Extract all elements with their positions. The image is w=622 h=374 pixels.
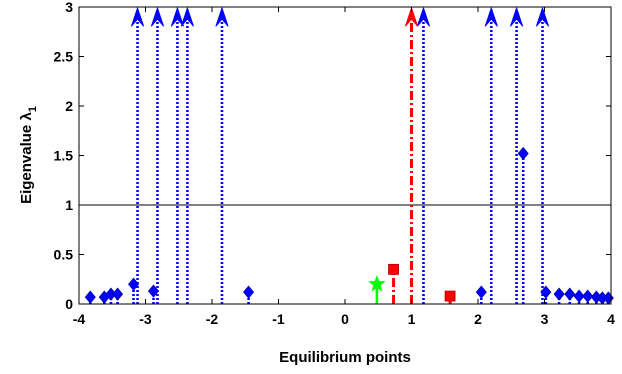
series-2-point-0 bbox=[368, 275, 386, 292]
y-axis-label: Eigenvalue λ1 bbox=[18, 106, 39, 204]
series-0-arrow-15 bbox=[510, 7, 524, 27]
series-1-point-0 bbox=[388, 263, 399, 275]
series-0-point-11 bbox=[243, 285, 255, 299]
x-tick-label-5: 1 bbox=[408, 311, 416, 327]
y-tick-label-4: 2 bbox=[65, 98, 73, 114]
y-tick-label-2: 1 bbox=[65, 197, 73, 213]
y-tick-label-3: 1.5 bbox=[54, 148, 74, 164]
x-tick-label-4: 0 bbox=[341, 311, 349, 327]
series-0-arrow-14 bbox=[484, 7, 498, 27]
series-0-arrow-12 bbox=[416, 7, 430, 27]
series-0-point-0 bbox=[84, 290, 96, 304]
series-0-point-20 bbox=[564, 287, 576, 301]
y-axis-label-main: Eigenvalue λ bbox=[18, 112, 35, 204]
series-0-point-3 bbox=[112, 287, 124, 301]
series-0-arrow-10 bbox=[215, 7, 229, 27]
x-tick-label-7: 3 bbox=[541, 311, 549, 327]
y-axis-label-subscript: 1 bbox=[27, 106, 39, 112]
series-0-point-25 bbox=[602, 291, 614, 305]
series-1-point-2 bbox=[444, 290, 456, 302]
ticks: -4 -3 -2 -1 0 1 2 3 4 0 0.5 1 1.5 2 2.5 3 bbox=[54, 0, 616, 327]
y-tick-label-6: 3 bbox=[65, 0, 73, 15]
axes bbox=[78, 6, 612, 305]
series-0-point-22 bbox=[582, 289, 594, 303]
x-tick-label-8: 4 bbox=[607, 311, 615, 327]
x-tick-label-6: 2 bbox=[474, 311, 482, 327]
series-0-arrow-9 bbox=[180, 7, 194, 27]
x-tick-label-2: -2 bbox=[206, 311, 219, 327]
series-0-arrow-5 bbox=[131, 7, 145, 27]
series-0-arrow-17 bbox=[536, 7, 550, 27]
series-0-arrow-7 bbox=[150, 7, 164, 27]
x-tick-label-3: -1 bbox=[272, 311, 285, 327]
x-tick-label-1: -3 bbox=[139, 311, 152, 327]
y-tick-label-0: 0 bbox=[65, 296, 73, 312]
series-0-arrow-8 bbox=[170, 7, 184, 27]
x-tick-label-0: -4 bbox=[73, 311, 86, 327]
series-1-arrow-1 bbox=[405, 7, 418, 27]
series-0-point-6 bbox=[147, 284, 160, 298]
y-tick-label-5: 2.5 bbox=[54, 49, 74, 65]
series-0-point-16 bbox=[517, 146, 529, 161]
series-0-point-18 bbox=[540, 285, 552, 299]
plot-area bbox=[79, 7, 614, 305]
series-0-point-13 bbox=[475, 285, 487, 299]
series-0-point-21 bbox=[573, 289, 585, 303]
axes-box bbox=[78, 6, 612, 305]
x-axis-label: Equilibrium points bbox=[279, 349, 411, 366]
y-tick-label-1: 0.5 bbox=[54, 247, 74, 263]
series-0-point-19 bbox=[553, 287, 565, 301]
